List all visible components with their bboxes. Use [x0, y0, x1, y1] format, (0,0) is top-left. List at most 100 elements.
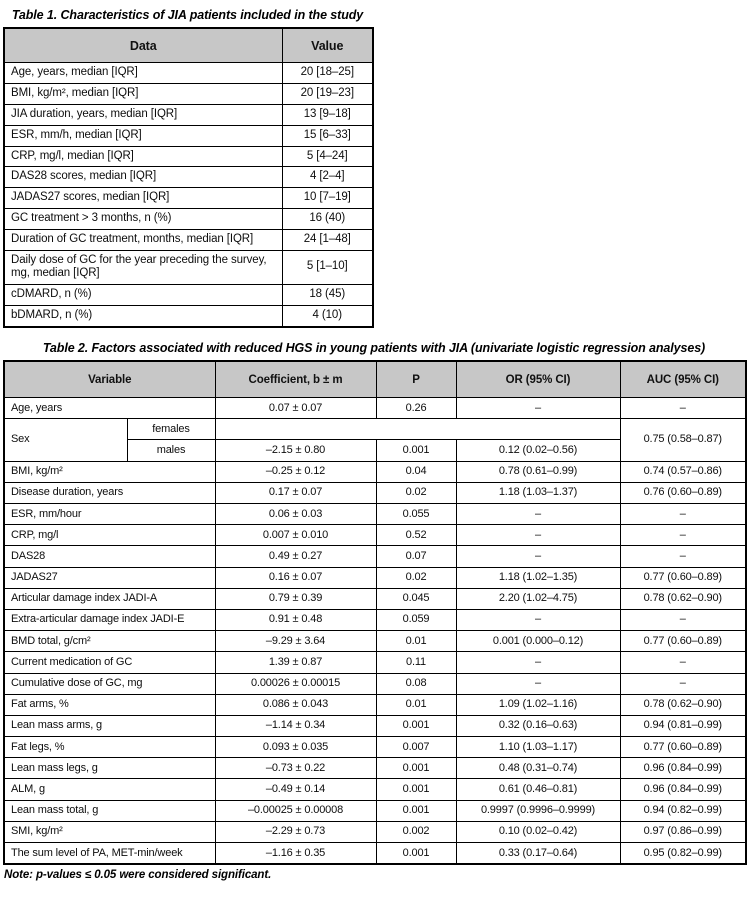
- t2-auc-cell: –: [619, 545, 747, 568]
- table-row: BMI, kg/m² –0.25 ± 0.12 0.04 0.78 (0.61–…: [3, 460, 747, 483]
- table-row: JADAS27 scores, median [IQR] 10 [7–19]: [3, 187, 374, 209]
- t2-variable-cell: Current medication of GC: [3, 651, 216, 674]
- table-row: The sum level of PA, MET-min/week –1.16 …: [3, 842, 747, 865]
- t2-variable-cell: Cumulative dose of GC, mg: [3, 672, 216, 695]
- t2-coefficient-cell: 0.06 ± 0.03: [214, 503, 377, 526]
- t2-p-cell: 0.001: [375, 799, 457, 822]
- t2-coefficient-cell: 0.07 ± 0.07: [214, 397, 377, 420]
- significance-note: Note: p-values ≤ 0.05 were considered si…: [4, 869, 272, 882]
- table-row: CRP, mg/l, median [IQR] 5 [4–24]: [3, 145, 374, 168]
- t2-auc-cell: 0.77 (0.60–0.89): [619, 630, 747, 653]
- t2-or-cell: 0.61 (0.46–0.81): [455, 778, 621, 801]
- t2-coefficient-cell: 1.39 ± 0.87: [214, 651, 377, 674]
- table2-caption: Table 2. Factors associated with reduced…: [42, 340, 706, 355]
- t2-or-cell: –: [455, 608, 621, 632]
- t1-value-cell: 20 [19–23]: [281, 83, 374, 105]
- t2-variable-cell: SMI, kg/m²: [3, 820, 216, 844]
- t2-p-cell: 0.08: [375, 672, 457, 695]
- t2-or-cell: 0.33 (0.17–0.64): [455, 842, 621, 865]
- t2-variable-cell: Lean mass legs, g: [3, 757, 216, 780]
- t2-or-cell: –: [455, 545, 621, 568]
- table-row: DAS28 scores, median [IQR] 4 [2–4]: [3, 166, 374, 189]
- t2-auc-cell: 0.75 (0.58–0.87): [619, 418, 747, 462]
- t2-variable-cell: JADAS27: [3, 566, 216, 589]
- t2-coefficient-cell: –1.16 ± 0.35: [214, 842, 377, 865]
- table1-header-row: Data Value: [3, 27, 374, 64]
- t2-or-cell: 2.20 (1.02–4.75): [455, 587, 621, 610]
- table-row: Daily dose of GC for the year preceding …: [3, 249, 374, 286]
- table1-block: Table 1. Characteristics of JIA patients…: [3, 8, 374, 328]
- t1-header-value: Value: [281, 27, 374, 64]
- t2-or-cell: 0.10 (0.02–0.42): [455, 820, 621, 844]
- table-row: Lean mass legs, g –0.73 ± 0.22 0.001 0.4…: [3, 757, 747, 780]
- t2-variable-cell: DAS28: [3, 545, 216, 568]
- t1-value-cell: 24 [1–48]: [281, 228, 374, 251]
- table1-caption: Table 1. Characteristics of JIA patients…: [11, 8, 364, 22]
- t2-auc-cell: –: [619, 608, 747, 632]
- table-row: Disease duration, years 0.17 ± 0.07 0.02…: [3, 481, 747, 505]
- table1: Data Value Age, years, median [IQR] 20 […: [3, 27, 374, 328]
- t2-coefficient-cell: 0.007 ± 0.010: [214, 524, 377, 547]
- t2-variable-cell: Extra-articular damage index JADI-E: [3, 608, 216, 632]
- t2-variable-cell: Lean mass arms, g: [3, 714, 216, 738]
- t2-p-cell: 0.045: [375, 587, 457, 610]
- t2-auc-cell: 0.77 (0.60–0.89): [619, 566, 747, 589]
- t2-auc-cell: –: [619, 672, 747, 695]
- t2-p-cell: 0.01: [375, 630, 457, 653]
- t2-auc-cell: 0.96 (0.84–0.99): [619, 757, 747, 780]
- t2-p-cell: 0.055: [375, 503, 457, 526]
- t2-or-cell: 0.12 (0.02–0.56): [455, 439, 621, 462]
- t2-header-coefficient: Coefficient, b ± m: [214, 360, 377, 399]
- t1-value-cell: 15 [6–33]: [281, 124, 374, 147]
- t2-p-cell: 0.11: [375, 651, 457, 674]
- t2-auc-cell: 0.76 (0.60–0.89): [619, 481, 747, 505]
- t2-coefficient-cell: 0.91 ± 0.48: [214, 608, 377, 632]
- table-row: cDMARD, n (%) 18 (45): [3, 284, 374, 306]
- table-row: Current medication of GC 1.39 ± 0.87 0.1…: [3, 651, 747, 674]
- t2-or-cell: 1.18 (1.02–1.35): [455, 566, 621, 589]
- t1-data-cell: JIA duration, years, median [IQR]: [3, 103, 283, 126]
- table-row: Articular damage index JADI-A 0.79 ± 0.3…: [3, 587, 747, 610]
- t2-coefficient-cell: 0.00026 ± 0.00015: [214, 672, 377, 695]
- t2-or-cell: 1.18 (1.03–1.37): [455, 481, 621, 505]
- t2-p-cell: 0.01: [375, 693, 457, 716]
- t2-or-cell: 1.10 (1.03–1.17): [455, 736, 621, 759]
- t2-coefficient-cell: –9.29 ± 3.64: [214, 630, 377, 653]
- t2-auc-cell: 0.94 (0.82–0.99): [619, 799, 747, 822]
- t2-auc-cell: 0.78 (0.62–0.90): [619, 587, 747, 610]
- t2-p-cell: 0.04: [375, 460, 457, 483]
- t1-value-cell: 10 [7–19]: [281, 187, 374, 209]
- t2-variable-cell: CRP, mg/l: [3, 524, 216, 547]
- t2-auc-cell: 0.74 (0.57–0.86): [619, 460, 747, 483]
- table-row: ESR, mm/hour 0.06 ± 0.03 0.055 – –: [3, 503, 747, 526]
- table2-header-row: Variable Coefficient, b ± m P OR (95% CI…: [3, 360, 747, 399]
- table-row: Duration of GC treatment, months, median…: [3, 228, 374, 251]
- table-row: bDMARD, n (%) 4 (10): [3, 304, 374, 328]
- t2-auc-cell: 0.97 (0.86–0.99): [619, 820, 747, 844]
- t2-or-cell: –: [455, 397, 621, 420]
- t2-header-variable: Variable: [3, 360, 216, 399]
- table-row: Lean mass total, g –0.00025 ± 0.00008 0.…: [3, 799, 747, 822]
- t1-data-cell: cDMARD, n (%): [3, 284, 283, 306]
- t2-coefficient-cell: 0.16 ± 0.07: [214, 566, 377, 589]
- t1-data-cell: GC treatment > 3 months, n (%): [3, 207, 283, 230]
- t2-sex-females-cell: females: [126, 418, 216, 441]
- table-row: DAS28 0.49 ± 0.27 0.07 – –: [3, 545, 747, 568]
- t2-p-cell: 0.001: [375, 714, 457, 738]
- t2-auc-cell: 0.95 (0.82–0.99): [619, 842, 747, 865]
- t2-auc-cell: –: [619, 503, 747, 526]
- t2-variable-cell: Disease duration, years: [3, 481, 216, 505]
- t2-coefficient-cell: –0.49 ± 0.14: [214, 778, 377, 801]
- t2-auc-cell: –: [619, 397, 747, 420]
- t2-coefficient-cell: 0.17 ± 0.07: [214, 481, 377, 505]
- t2-auc-cell: 0.78 (0.62–0.90): [619, 693, 747, 716]
- t2-or-cell: –: [455, 524, 621, 547]
- t2-variable-cell: ESR, mm/hour: [3, 503, 216, 526]
- t2-auc-cell: 0.94 (0.81–0.99): [619, 714, 747, 738]
- t2-variable-cell: BMI, kg/m²: [3, 460, 216, 483]
- t2-p-cell: 0.02: [375, 481, 457, 505]
- t2-variable-cell: Age, years: [3, 397, 216, 420]
- t2-variable-cell: The sum level of PA, MET-min/week: [3, 842, 216, 865]
- t2-coefficient-cell: –2.15 ± 0.80: [214, 439, 377, 462]
- t1-data-cell: ESR, mm/h, median [IQR]: [3, 124, 283, 147]
